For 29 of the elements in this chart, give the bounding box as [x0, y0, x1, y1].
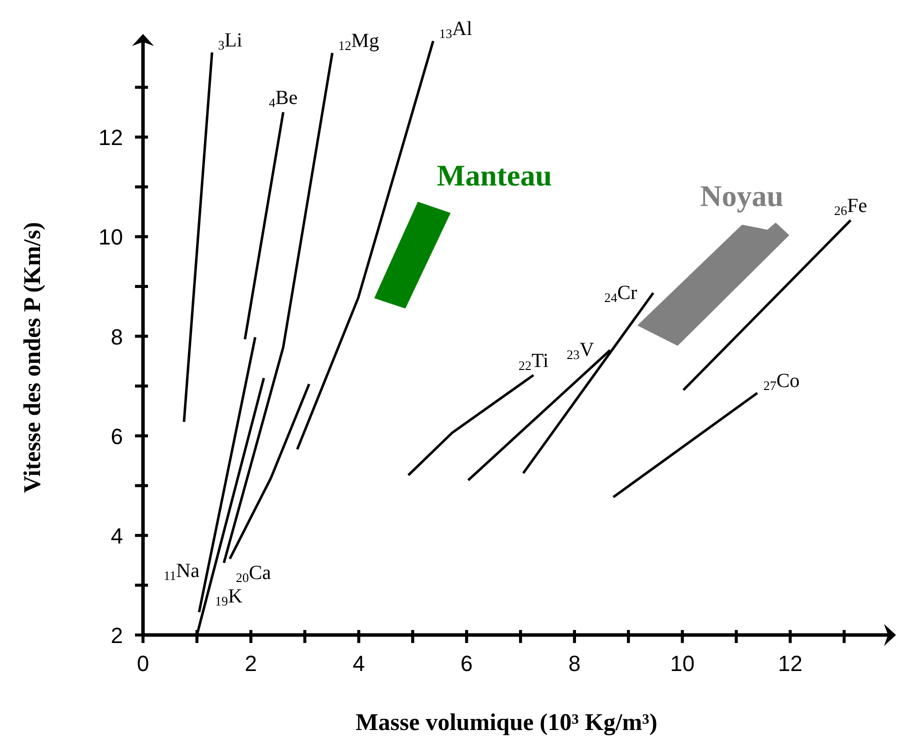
series-label: $_{4}$Be [268, 87, 298, 110]
series-label: $_{22}$Ti [518, 350, 549, 374]
series-label: $_{24}$Cr [604, 282, 638, 306]
x-tick-label: 4 [352, 651, 365, 676]
series-label: $_{11}$Na [164, 560, 200, 584]
x-tick-label: 12 [778, 651, 802, 676]
y-tick-label: 12 [98, 125, 123, 150]
series-label: $_{27}$Co [763, 370, 800, 394]
series-label: $_{19}$K [214, 585, 243, 609]
x-tick-label: 0 [136, 651, 150, 676]
series-label: Noyau [700, 180, 784, 214]
y-axis-title: Vitesse des ondes P (Km/s) [20, 222, 46, 494]
series-label: Manteau [436, 159, 552, 192]
series-label: $_{23}$V [566, 339, 595, 362]
series-label: $_{3}$Li [218, 29, 243, 53]
series-label: $_{12}$Mg [338, 30, 380, 54]
y-tick-label: 10 [98, 224, 123, 250]
y-tick-label: 8 [110, 324, 123, 350]
x-axis-title: Masse volumique (10³ Kg/m³) [356, 710, 658, 736]
series-label: $_{26}$Fe [834, 195, 868, 218]
series-label: $_{20}$Ca [236, 562, 272, 586]
x-tick-label: 2 [244, 651, 257, 676]
y-tick-label: 6 [110, 424, 123, 449]
x-tick-label: 10 [670, 651, 695, 676]
x-tick-label: 8 [568, 651, 581, 676]
x-tick-label: 6 [460, 651, 473, 676]
y-tick-label: 2 [110, 623, 123, 648]
y-tick-label: 4 [110, 523, 123, 548]
series-label: $_{13}$Al [439, 18, 473, 42]
